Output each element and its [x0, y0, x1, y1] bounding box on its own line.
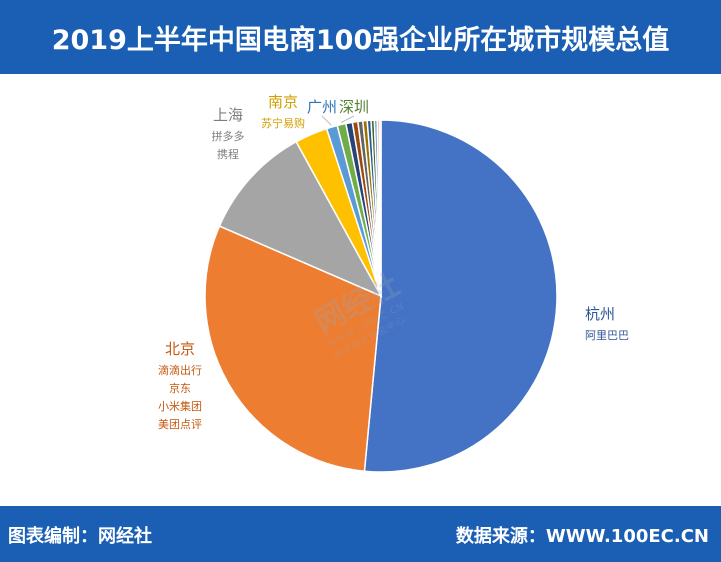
- company-label: 携程: [217, 147, 239, 161]
- company-label: 滴滴出行: [158, 363, 202, 377]
- footer-bar: 图表编制：网经社 数据来源：WWW.100EC.CN: [0, 506, 721, 562]
- header-bar: 2019上半年中国电商100强企业所在城市规模总值: [0, 0, 721, 74]
- city-label: 南京: [268, 93, 298, 111]
- leader-line: [321, 115, 332, 126]
- pie-slice-other-14: [378, 119, 382, 297]
- city-label: 上海: [213, 106, 243, 124]
- chart-area: 杭州阿里巴巴北京滴滴出行京东小米集团美团点评 上海拼多多携程 南京苏宁易购 广州 深圳: [0, 74, 721, 506]
- company-label: 美团点评: [158, 418, 202, 431]
- city-label: 杭州: [585, 305, 615, 323]
- pie-slice-0: [363, 119, 558, 473]
- leader-line: [340, 115, 355, 123]
- company-label: 阿里巴巴: [585, 329, 629, 342]
- company-label: 小米集团: [158, 399, 202, 413]
- city-label: 深圳: [339, 98, 369, 116]
- chart-title: 2019上半年中国电商100强企业所在城市规模总值: [51, 24, 670, 56]
- city-label: 广州: [307, 98, 337, 116]
- city-label: 北京: [165, 340, 195, 358]
- company-label: 京东: [169, 381, 191, 395]
- company-label: 苏宁易购: [261, 116, 305, 130]
- data-source: 数据来源：WWW.100EC.CN: [455, 526, 709, 547]
- company-label: 拼多多: [212, 129, 245, 143]
- pie-slice-2: [218, 140, 383, 298]
- pie-slices: [204, 119, 558, 473]
- chart-credit: 图表编制：网经社: [8, 526, 152, 547]
- pie-slice-1: [204, 225, 382, 473]
